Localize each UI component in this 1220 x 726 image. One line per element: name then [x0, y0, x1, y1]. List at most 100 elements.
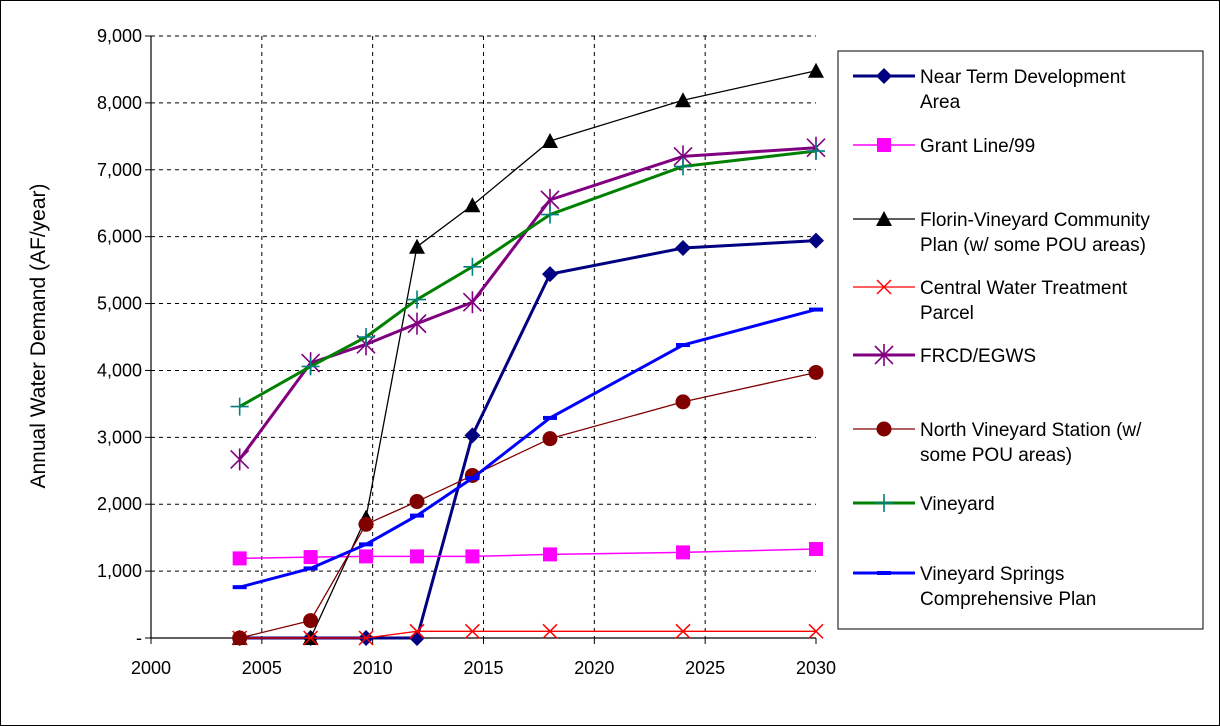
data-point — [808, 62, 824, 78]
legend: Near Term Development Area Grant Line/99 Fl… — [837, 50, 1204, 630]
series-line — [239, 548, 817, 560]
series-line — [239, 630, 816, 639]
data-point — [359, 549, 374, 564]
series-6 — [232, 364, 824, 646]
legend-label: Area — [920, 92, 961, 113]
x-tick-label: 2005 — [242, 658, 282, 678]
series-line — [238, 149, 817, 408]
y-tick-label: 6,000 — [97, 227, 142, 247]
series-layer — [230, 62, 826, 646]
legend-entry-4: Central Water Treatment Parcel — [853, 278, 1128, 324]
data-point — [675, 394, 691, 410]
legend-swatch-marker — [875, 494, 893, 512]
data-point — [808, 232, 824, 249]
data-point — [809, 542, 823, 557]
y-tick-label: 5,000 — [97, 294, 142, 314]
series-2 — [232, 542, 823, 566]
data-point — [410, 513, 424, 518]
data-point — [807, 142, 825, 161]
legend-entry-2: Grant Line/99 — [853, 136, 1035, 157]
legend-box — [837, 50, 1204, 630]
data-point — [303, 630, 319, 646]
data-point — [358, 516, 374, 532]
data-point — [808, 364, 824, 380]
data-point — [674, 157, 692, 176]
data-point — [410, 549, 424, 564]
legend-entry-8: Vineyard Springs Comprehensive Plan — [853, 564, 1096, 610]
legend-swatch-marker — [874, 344, 894, 366]
data-point — [464, 197, 481, 213]
y-tick-label: 4,000 — [97, 360, 142, 380]
data-point — [464, 623, 480, 639]
data-point — [542, 623, 558, 639]
legend-label: Grant Line/99 — [920, 136, 1035, 157]
data-point — [462, 291, 482, 314]
data-point — [408, 290, 426, 309]
y-axis-label: Annual Water Demand (AF/year) — [27, 183, 50, 488]
legend-entry-6: North Vineyard Station (w/some POU areas… — [853, 420, 1142, 466]
legend-swatch-marker — [876, 421, 892, 437]
data-point — [359, 542, 374, 547]
legend-swatch-marker — [876, 211, 892, 226]
x-tick-label: 2010 — [353, 658, 393, 678]
data-point — [232, 585, 247, 590]
series-line — [239, 70, 817, 639]
data-point — [542, 266, 558, 283]
axes: - 1,000 2,000 3,000 4,000 5,000 6,000 7,000 8,00… — [97, 26, 836, 678]
legend-entry-3: Florin-Vineyard Community Plan (w/ some P… — [853, 210, 1150, 256]
data-point — [464, 427, 481, 444]
y-tick-label: 3,000 — [97, 427, 142, 447]
y-tick-label: 7,000 — [97, 160, 142, 180]
legend-swatch-marker — [877, 571, 891, 575]
legend-entry-7: Vineyard — [853, 494, 995, 515]
data-point — [303, 550, 318, 565]
data-point — [357, 328, 376, 346]
y-tick-label: 2,000 — [97, 494, 142, 514]
y-tick-label: - — [136, 628, 142, 648]
data-point — [543, 415, 557, 420]
legend-entry-1: Near Term Development Area — [853, 67, 1126, 113]
series-7 — [230, 142, 825, 416]
data-point — [465, 476, 480, 481]
x-tick-label: 2000 — [131, 658, 171, 678]
data-point — [409, 623, 425, 639]
legend-label: some POU areas) — [920, 445, 1072, 466]
data-point — [232, 551, 247, 566]
data-point — [676, 545, 690, 560]
legend-label: Near Term Development — [920, 67, 1126, 88]
series-4 — [232, 623, 824, 646]
data-point — [230, 448, 250, 471]
legend-swatch-marker — [877, 138, 891, 152]
legend-swatch-marker — [876, 279, 892, 295]
legend-label: FRCD/EGWS — [920, 346, 1036, 367]
data-point — [303, 613, 319, 629]
x-tick-label: 2030 — [796, 658, 836, 678]
data-point — [409, 494, 425, 510]
series-line — [239, 308, 817, 589]
data-point — [809, 307, 823, 312]
data-point — [543, 547, 557, 562]
series-line — [239, 239, 817, 640]
series-line — [239, 371, 817, 639]
data-point — [463, 257, 482, 276]
legend-label: North Vineyard Station (w/ — [920, 420, 1142, 441]
data-point — [301, 357, 320, 376]
gridlines — [151, 35, 816, 638]
data-point — [675, 240, 691, 257]
series-1 — [231, 232, 824, 646]
y-tick-label: 1,000 — [97, 561, 142, 581]
data-point — [409, 238, 425, 254]
legend-label: Central Water Treatment — [920, 278, 1128, 299]
series-8 — [232, 307, 823, 590]
x-tick-label: 2015 — [463, 658, 503, 678]
data-point — [232, 630, 248, 646]
legend-label: Comprehensive Plan — [920, 589, 1096, 610]
data-point — [230, 397, 249, 416]
legend-label: Parcel — [920, 303, 974, 324]
y-tick-label: 8,000 — [97, 93, 142, 113]
legend-swatch-marker — [876, 68, 892, 84]
data-point — [541, 205, 559, 224]
data-point — [675, 623, 691, 639]
legend-entry-5: FRCD/EGWS — [853, 344, 1036, 367]
